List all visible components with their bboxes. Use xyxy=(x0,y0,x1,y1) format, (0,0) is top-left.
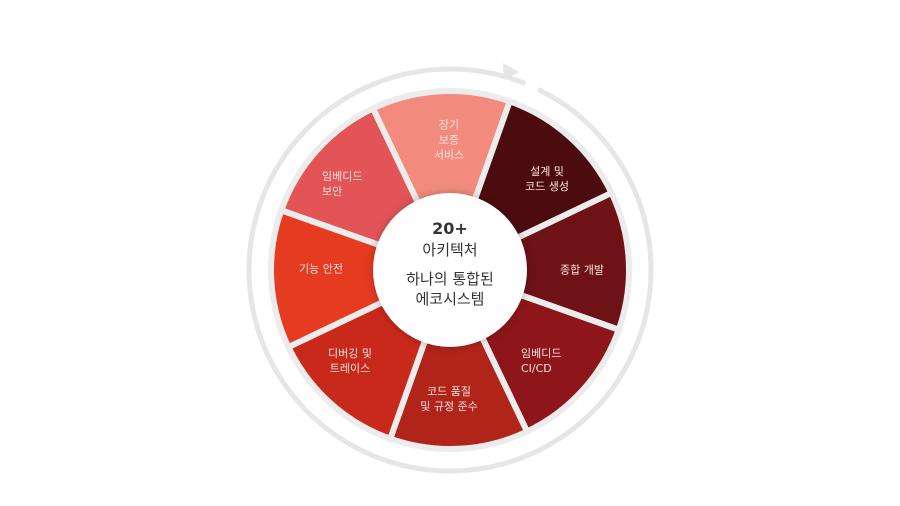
segment-label-debug-trace: 디버깅 및 트레이스 xyxy=(328,347,372,375)
center-hub-circle xyxy=(373,193,527,347)
segment-label-functional-safety: 기능 안전 xyxy=(299,262,343,276)
cycle-ring-arc xyxy=(246,66,654,474)
segment-label-long-term-support: 장기 보증 서비스 xyxy=(433,118,465,162)
segment-label-code-quality: 코드 품질 및 규정 준수 xyxy=(420,385,478,413)
segment-label-design-codegen: 설계 및 코드 생성 xyxy=(525,165,569,193)
segment-label-embedded-security: 임베디드 보안 xyxy=(322,170,363,198)
cycle-ring xyxy=(246,63,654,474)
clockwise-arrow-icon xyxy=(503,63,519,80)
architecture-count: 20+ xyxy=(432,219,468,238)
segment-label-integrated-dev: 종합 개발 xyxy=(560,263,604,277)
segment-label-embedded-cicd: 임베디드 CI/CD xyxy=(521,347,562,375)
architecture-unit: 아키텍처 xyxy=(422,241,478,259)
hub-description: 하나의 통합된 에코시스템 xyxy=(406,270,494,308)
center-hub: 20+ 아키텍처 하나의 통합된 에코시스템 xyxy=(373,193,527,347)
